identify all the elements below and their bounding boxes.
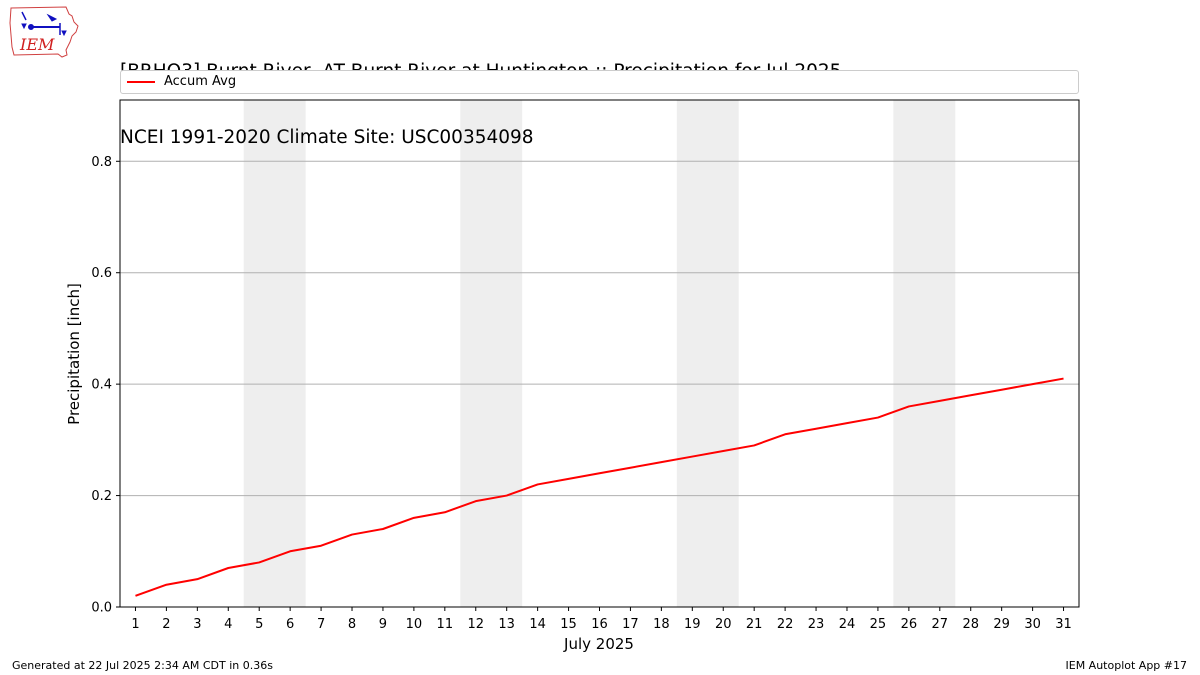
y-axis-label: Precipitation [inch]: [65, 283, 83, 425]
x-tick-label: 8: [348, 617, 356, 632]
weather-station-icon: [21, 11, 67, 37]
app-credit: IEM Autoplot App #17: [1065, 659, 1188, 672]
y-tick-label: 0.2: [91, 489, 112, 504]
x-tick-label: 20: [715, 617, 732, 632]
chart-title: [BRHO3] Burnt River AT Burnt River at Hu…: [120, 17, 841, 171]
x-axis-label: July 2025: [563, 635, 634, 653]
x-tick-label: 19: [684, 617, 701, 632]
y-tick-label: 0.4: [91, 378, 112, 393]
x-tick-label: 18: [653, 617, 670, 632]
x-tick-label: 5: [255, 617, 263, 632]
x-tick-label: 12: [467, 617, 484, 632]
x-axis: 1 2 3 4 5 6 7 8 9 10 11 12 13 14 15 16 17 18 19 20 21 22 23 24 2…: [131, 607, 1072, 632]
x-tick-label: 1: [131, 617, 139, 632]
x-tick-label: 11: [437, 617, 454, 632]
y-axis: 0.0 0.2 0.4 0.6 0.8: [91, 155, 120, 616]
logo-text: IEM: [19, 35, 55, 54]
legend-label: Accum Avg: [164, 74, 237, 89]
x-tick-label: 25: [870, 617, 887, 632]
x-tick-label: 3: [193, 617, 201, 632]
legend: Accum Avg: [120, 70, 1079, 94]
x-tick-label: 6: [286, 617, 294, 632]
title-line-2: NCEI 1991-2020 Climate Site: USC00354098: [120, 127, 534, 148]
x-tick-label: 2: [162, 617, 170, 632]
x-tick-label: 14: [529, 617, 546, 632]
series-layer: [135, 377, 1064, 597]
iem-logo: IEM: [8, 5, 80, 59]
x-tick-label: 13: [498, 617, 515, 632]
y-tick-label: 0.8: [91, 155, 112, 170]
x-tick-label: 15: [560, 617, 577, 632]
weekend-band: [460, 100, 523, 607]
x-tick-label: 29: [993, 617, 1010, 632]
weekend-band: [243, 100, 306, 607]
legend-line-swatch: [127, 81, 155, 83]
x-tick-label: 28: [962, 617, 979, 632]
x-tick-label: 26: [901, 617, 918, 632]
x-tick-label: 23: [808, 617, 825, 632]
x-tick-label: 30: [1024, 617, 1041, 632]
x-tick-label: 4: [224, 617, 232, 632]
x-tick-label: 27: [932, 617, 949, 632]
y-tick-label: 0.6: [91, 266, 112, 281]
weekend-bands: [243, 100, 956, 607]
x-tick-label: 31: [1055, 617, 1072, 632]
x-tick-label: 7: [317, 617, 325, 632]
x-tick-label: 24: [839, 617, 856, 632]
generated-timestamp: Generated at 22 Jul 2025 2:34 AM CDT in …: [12, 659, 273, 672]
x-tick-label: 17: [622, 617, 639, 632]
x-tick-label: 10: [406, 617, 423, 632]
iowa-outline-icon: [9, 6, 79, 58]
x-tick-label: 21: [746, 617, 763, 632]
x-tick-label: 9: [379, 617, 387, 632]
weekend-band: [676, 100, 739, 607]
weekend-band: [893, 100, 956, 607]
x-tick-label: 22: [777, 617, 794, 632]
y-tick-label: 0.0: [91, 601, 112, 616]
series-line-accum-avg: [135, 377, 1064, 597]
x-tick-label: 16: [591, 617, 608, 632]
